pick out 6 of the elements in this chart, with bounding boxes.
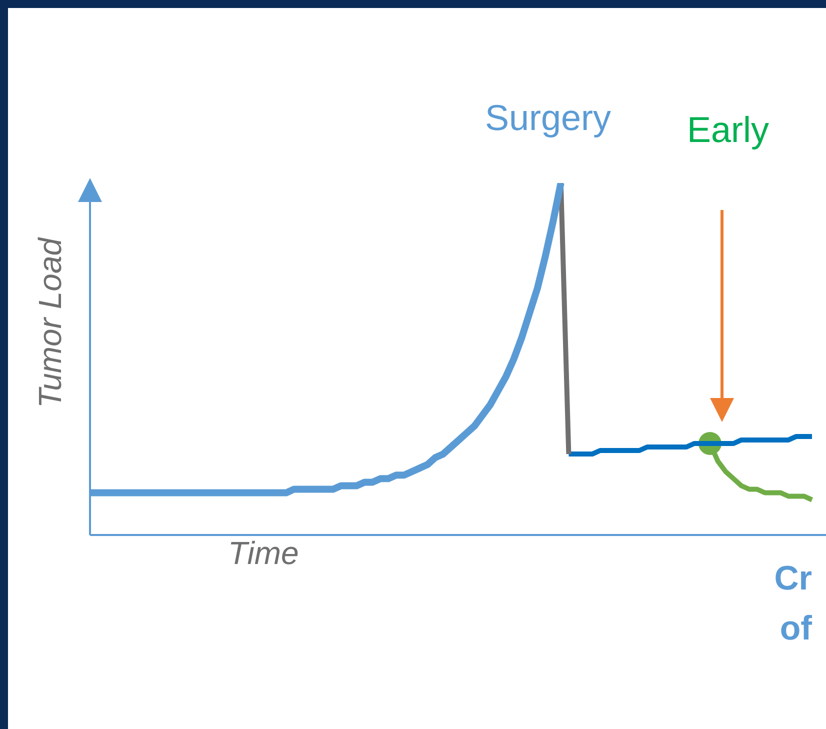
text: of <box>780 609 813 648</box>
y-axis-title: Tumor Load <box>32 236 68 408</box>
text: Early <box>686 108 770 150</box>
x-axis-title: Time <box>228 534 299 571</box>
text: Surgery <box>484 96 612 138</box>
text: Cr <box>774 559 812 598</box>
